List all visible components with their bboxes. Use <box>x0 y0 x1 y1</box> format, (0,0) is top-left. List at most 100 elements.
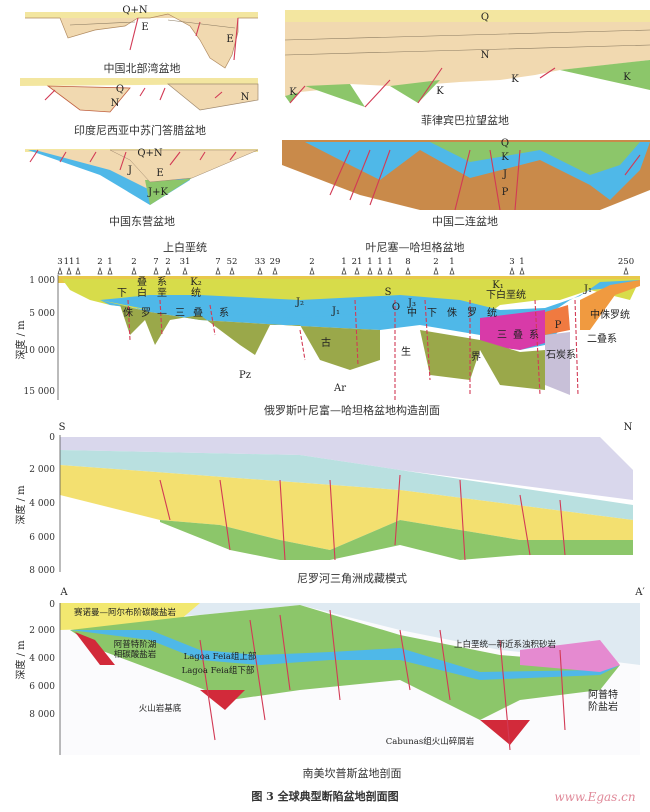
well-marker <box>153 266 159 275</box>
panel-yenisei-khatanga <box>57 275 640 400</box>
well-number: 1 <box>449 257 454 267</box>
formation-label: Q <box>501 138 509 149</box>
y-tick-label: 1 000 <box>29 276 55 286</box>
well-number: 11 <box>64 257 75 267</box>
y-tick-label: 6 000 <box>29 682 55 692</box>
well-number: 1 <box>367 257 372 267</box>
formation-label: K <box>501 152 509 163</box>
well-marker <box>449 266 455 275</box>
formation-label: N <box>111 98 120 109</box>
formation-label: Q+N <box>122 5 148 16</box>
well-number: 1 <box>75 257 80 267</box>
formation-label: 统 <box>191 286 201 299</box>
formation-label: 赛诺曼—阿尔布阶碳酸盐岩 <box>74 607 177 618</box>
well-marker <box>66 266 72 275</box>
well-number: 1 <box>107 257 112 267</box>
y-tick-label: 2 000 <box>29 465 55 475</box>
y-tick-label: 10 000 <box>24 346 56 356</box>
formation-label: O <box>392 302 400 313</box>
well-number: 33 <box>255 257 266 267</box>
well-number: 250 <box>618 257 634 267</box>
formation-label: E <box>156 168 163 179</box>
formation-label: 二叠系 <box>587 333 617 345</box>
formation-label: E <box>141 22 148 33</box>
well-marker <box>182 266 188 275</box>
formation-label: 中侏罗统 <box>590 308 630 321</box>
formation-label: 界 <box>471 351 481 363</box>
formation-label: Lagoa Feia组下部 <box>182 665 255 676</box>
formation-label: 三 <box>175 308 185 319</box>
formation-label: 阶盐岩 <box>588 700 618 713</box>
formation-label: 系 <box>529 329 539 341</box>
y-tick-label: 0 <box>49 433 55 443</box>
y-tick-label: 8 000 <box>29 566 55 576</box>
well-number: 52 <box>227 257 238 267</box>
y-tick-label: 2 000 <box>29 626 55 636</box>
well-number: 2 <box>433 257 438 267</box>
formation-label: 叠 <box>513 329 523 341</box>
watermark: www.Egas.cn <box>554 790 635 804</box>
well-number: 2 <box>309 257 314 267</box>
y-axis-label: 深度 / m <box>14 640 27 680</box>
well-number: 1 <box>387 257 392 267</box>
formation-label: Pz <box>239 370 251 381</box>
formation-label: 罗 <box>141 307 151 319</box>
formation-label: Lagoa Feia组上部 <box>184 651 257 662</box>
panel-erlian <box>282 140 650 211</box>
well-number: 8 <box>405 257 410 267</box>
well-marker <box>354 266 360 275</box>
formation-label: K <box>511 74 519 85</box>
well-marker <box>519 266 525 275</box>
formation-label: 罗 <box>467 307 477 319</box>
formation-label: J <box>127 165 132 176</box>
well-marker <box>97 266 103 275</box>
well-marker <box>623 266 629 275</box>
well-number: 7 <box>215 257 220 267</box>
well-number: 1 <box>377 257 382 267</box>
formation-label: 垩 <box>157 287 167 299</box>
panel-caption: 中国北部湾盆地 <box>104 61 181 75</box>
formation-label: 系 <box>219 307 229 319</box>
formation-label: 叠 <box>137 276 147 288</box>
formation-label: 阿普特阶湖 <box>114 639 157 650</box>
formation-label: K₂ <box>190 277 201 288</box>
well-number: 3 <box>57 257 62 267</box>
well-marker <box>57 266 63 275</box>
y-tick-label: 6 000 <box>29 533 55 543</box>
well-number: 21 <box>352 257 363 267</box>
well-number: 2 <box>97 257 102 267</box>
formation-label: 石炭系 <box>546 349 576 361</box>
formation-label: 中 <box>407 306 417 319</box>
formation-label: J+K <box>147 187 168 198</box>
y-tick-label: 0 <box>49 600 55 610</box>
section-end-label: S <box>59 422 66 433</box>
well-marker <box>509 266 515 275</box>
well-marker <box>341 266 347 275</box>
formation-label: 相碳酸盐岩 <box>114 649 157 660</box>
formation-label: 阿普特 <box>588 688 618 701</box>
well-marker <box>257 266 263 275</box>
well-marker <box>215 266 221 275</box>
well-marker <box>229 266 235 275</box>
well-number: 29 <box>270 257 281 267</box>
formation-label: Cabunas组火山碎屑岩 <box>386 736 475 747</box>
y-tick-label: 4 000 <box>29 499 55 509</box>
well-marker <box>405 266 411 275</box>
well-marker <box>377 266 383 275</box>
panel-beibuwan <box>25 12 258 69</box>
well-number: 7 <box>153 257 158 267</box>
formation-label: 统 <box>487 306 497 319</box>
formation-label: J₁ <box>331 306 340 317</box>
y-tick-label: 15 000 <box>24 387 56 397</box>
section-end-label: N <box>624 422 633 433</box>
formation-label: 火山岩基底 <box>139 703 182 714</box>
formation-label: 下 <box>427 308 437 319</box>
formation-label: P <box>555 320 562 331</box>
well-marker <box>272 266 278 275</box>
well-number: 1 <box>341 257 346 267</box>
well-number: 1 <box>519 257 524 267</box>
formation-label: 生 <box>401 345 411 358</box>
well-marker <box>367 266 373 275</box>
formation-label: 系 <box>157 276 167 288</box>
